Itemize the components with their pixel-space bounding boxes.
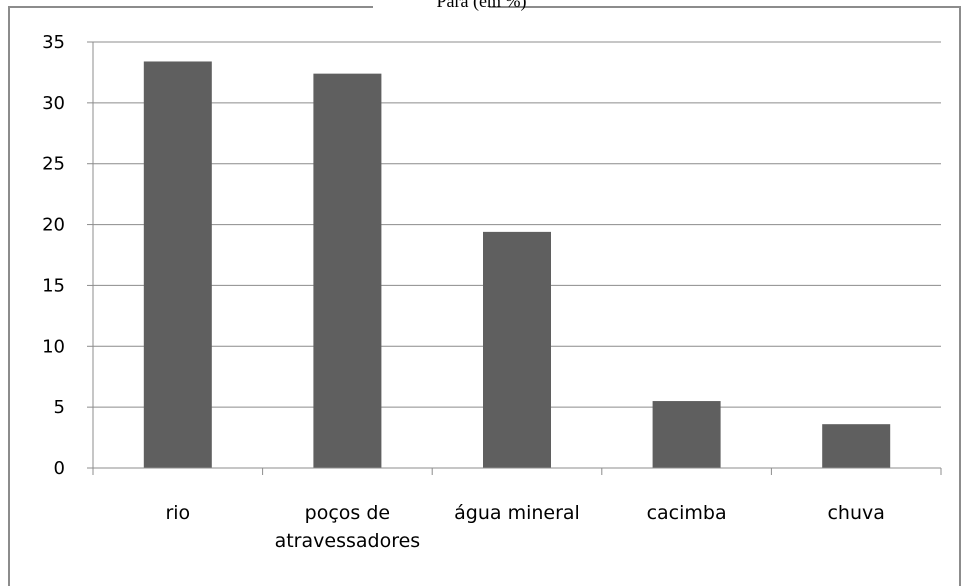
y-tick-label: 5 bbox=[54, 397, 65, 418]
y-tick-label: 30 bbox=[42, 93, 65, 114]
bar bbox=[822, 424, 891, 468]
x-category-label: atravessadores bbox=[275, 530, 421, 552]
y-tick-label: 35 bbox=[42, 32, 65, 53]
y-tick-label: 0 bbox=[54, 458, 65, 479]
y-tick-label: 10 bbox=[42, 336, 65, 357]
x-category-label: chuva bbox=[827, 502, 884, 524]
bar bbox=[143, 61, 212, 469]
bar bbox=[313, 73, 382, 468]
y-tick-label: 15 bbox=[42, 275, 65, 296]
chart-title: Para (em %) bbox=[436, 0, 527, 11]
x-category-label: poços de bbox=[305, 502, 390, 524]
y-tick-label: 25 bbox=[42, 154, 65, 175]
bar bbox=[652, 401, 721, 468]
x-category-label: cacimba bbox=[647, 502, 727, 524]
bar bbox=[483, 231, 551, 468]
x-category-label: água mineral bbox=[454, 502, 580, 524]
title-background bbox=[373, 0, 489, 12]
y-tick-label: 20 bbox=[42, 215, 65, 236]
x-category-label: rio bbox=[165, 502, 190, 524]
